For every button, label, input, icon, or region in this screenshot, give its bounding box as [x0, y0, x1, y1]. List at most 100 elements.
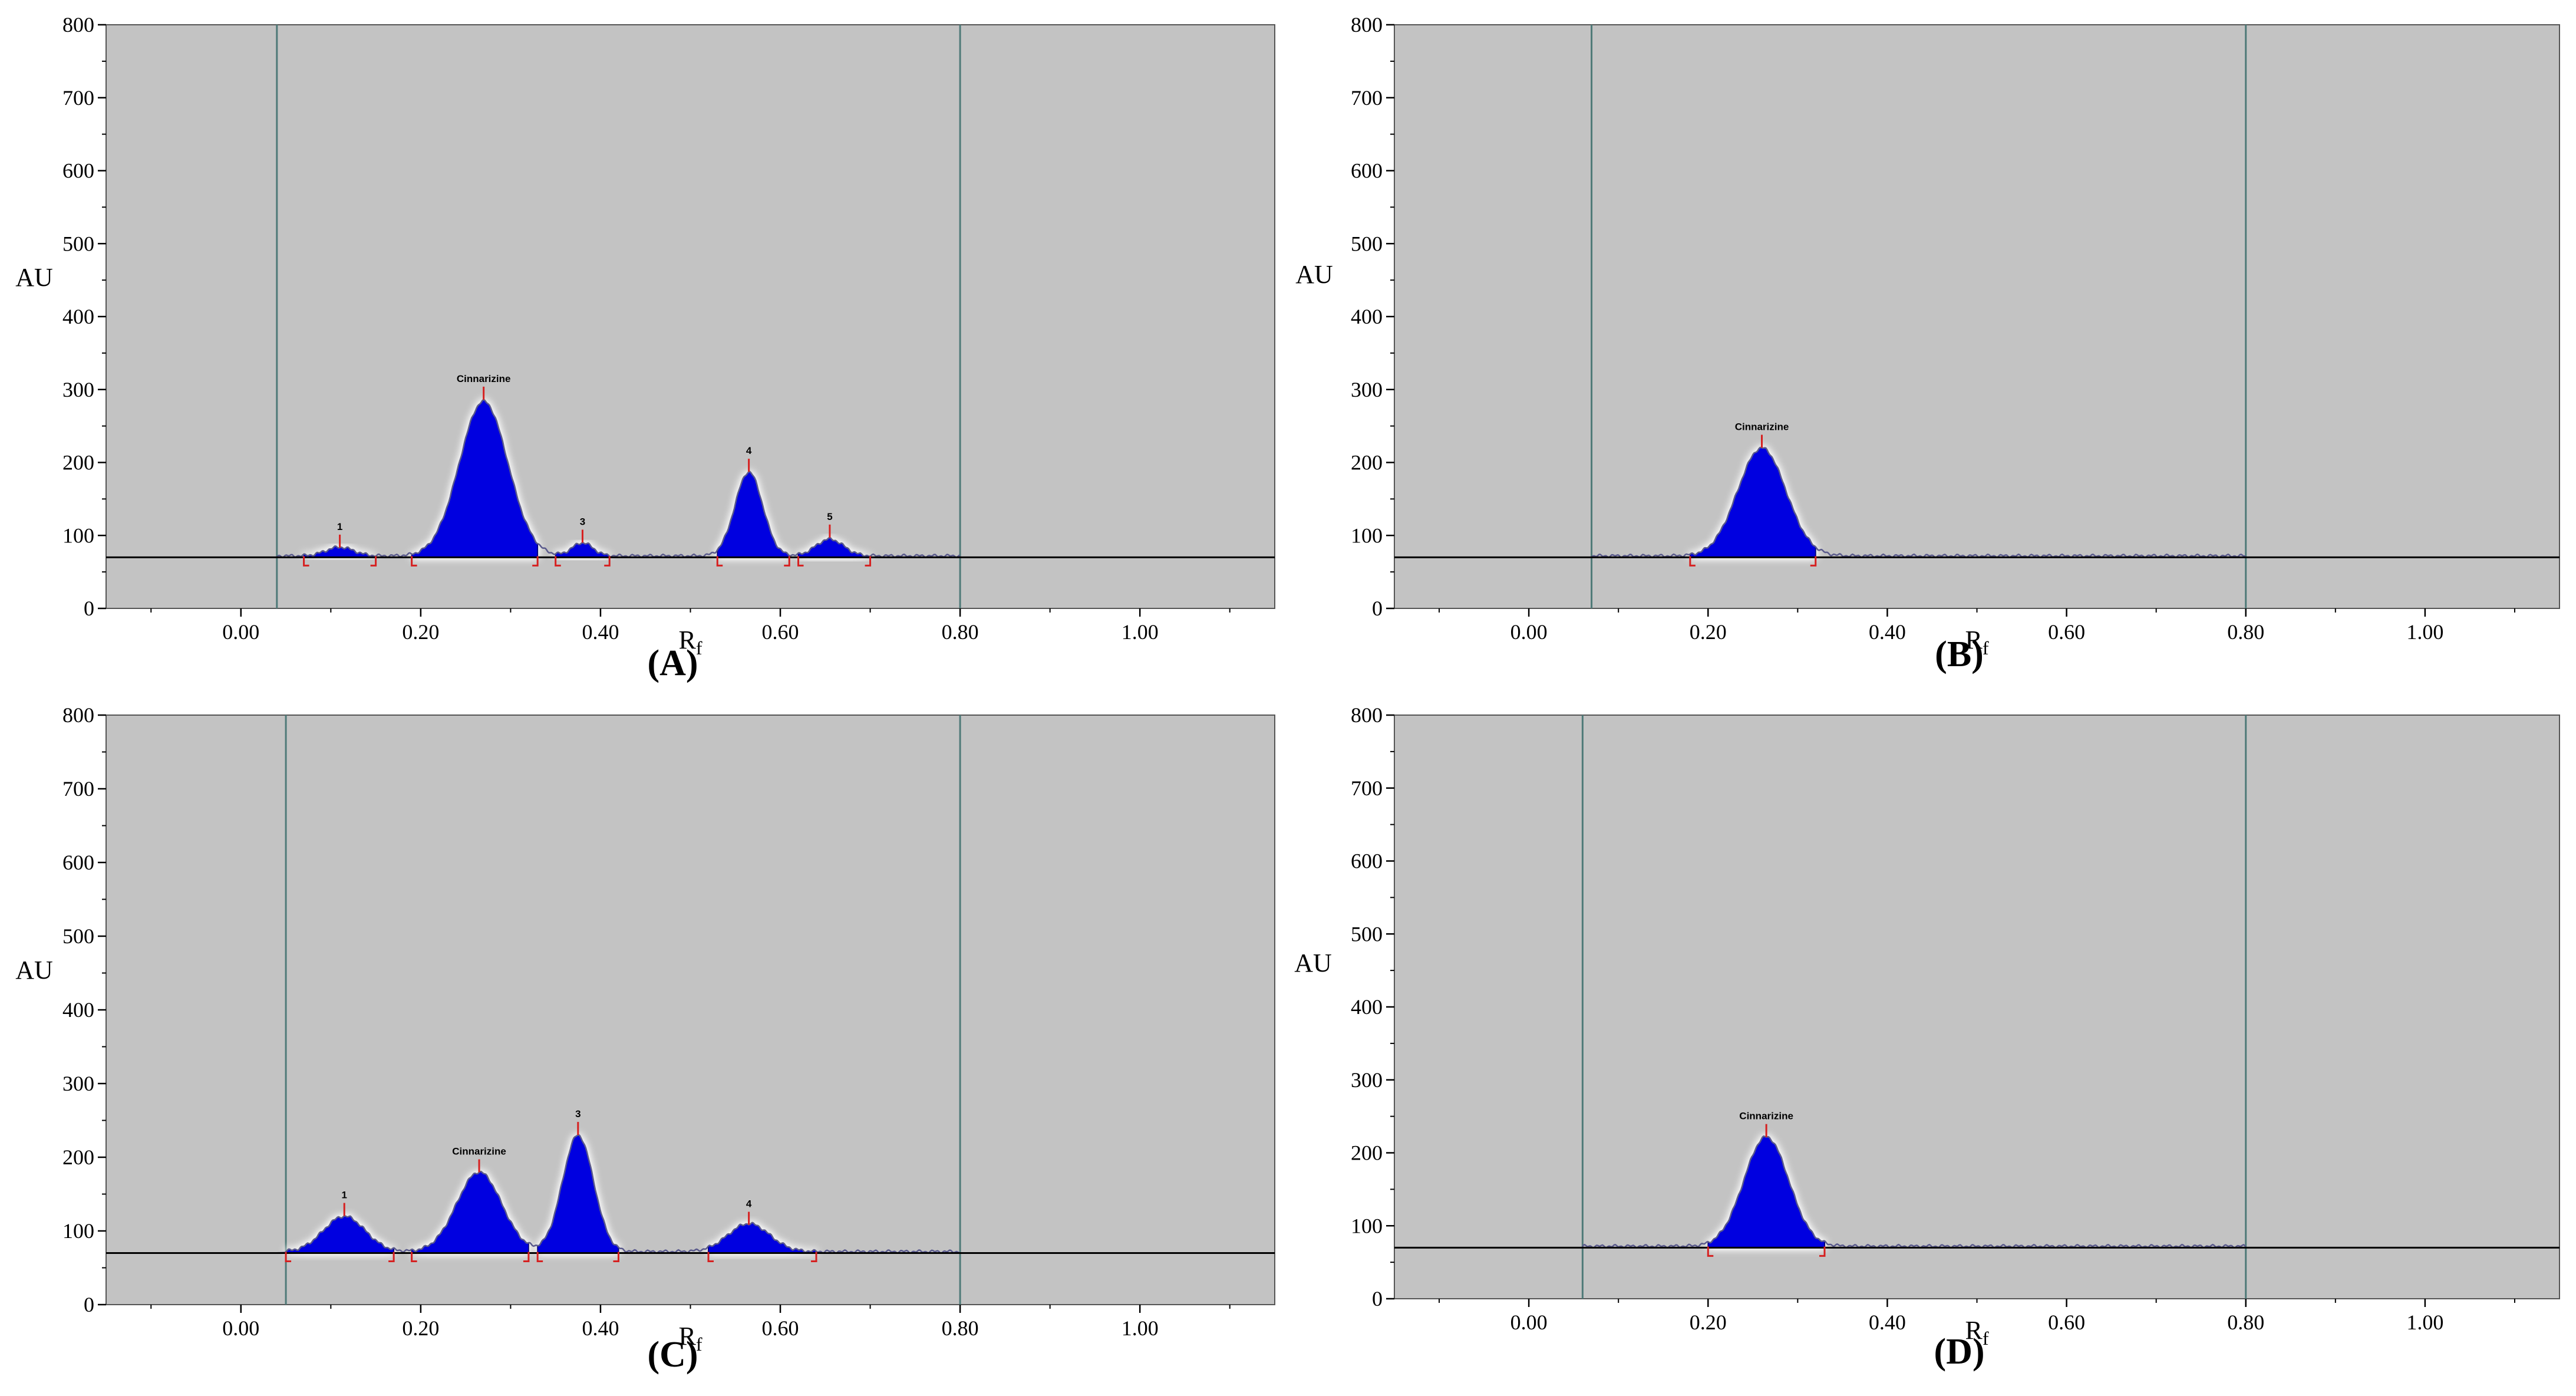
peak-label-4: 4	[746, 1199, 752, 1210]
plot-area	[105, 24, 1275, 609]
integration-bracket	[411, 1252, 417, 1262]
x-tick-label: 0.20	[402, 1316, 439, 1340]
y-tick-label: 400	[62, 998, 94, 1022]
integration-bracket	[865, 556, 872, 567]
y-tick-label: 400	[1351, 305, 1383, 328]
chromatogram-panel-b: Cinnarizine 0 100 200 300 400 500 600 700 800 0.00…	[1295, 13, 2560, 674]
integration-bracket	[303, 556, 309, 567]
chromatogram-panel-c: 1 Cinnarizine 3 4 0 100 200 300 400 500 600 700 800 0…	[15, 703, 1275, 1375]
y-tick-label: 200	[1351, 451, 1383, 475]
y-tick-label: 100	[62, 1219, 94, 1243]
chromatogram-panel-d: Cinnarizine 0 100 200 300 400 500 600 700 800 0.00…	[1294, 703, 2560, 1372]
y-tick-label: 700	[62, 86, 94, 110]
x-axis-label: Rf	[1965, 1316, 1988, 1349]
x-tick-label: 0.20	[1690, 620, 1727, 644]
x-tick-label: 0.60	[762, 620, 799, 644]
y-tick-label: 700	[62, 777, 94, 801]
panel-label: (D)	[1934, 1332, 1984, 1372]
y-tick-label: 0	[84, 1293, 94, 1316]
peak-label-3: 3	[575, 1108, 580, 1120]
y-tick-label: 300	[62, 1072, 94, 1095]
y-tick-label: 300	[1351, 378, 1383, 401]
y-tick-label: 700	[1351, 86, 1383, 110]
x-tick-label: 0.00	[222, 620, 259, 644]
y-tick-label: 800	[1351, 13, 1383, 37]
integration-bracket	[707, 1252, 714, 1262]
peak-label-1: Cinnarizine	[1735, 421, 1789, 432]
peak-label-1: Cinnarizine	[1739, 1111, 1793, 1122]
x-tick-label: 1.00	[1122, 1316, 1159, 1340]
y-tick-label: 800	[62, 13, 94, 37]
integration-bracket	[388, 1252, 395, 1262]
y-tick-label: 0	[84, 597, 94, 620]
x-tick-label: 0.20	[1690, 1311, 1727, 1334]
plot-area	[105, 715, 1275, 1305]
y-tick-label: 300	[1351, 1068, 1383, 1092]
y-tick-label: 600	[62, 159, 94, 183]
y-tick-label: 100	[1351, 524, 1383, 547]
y-tick-label: 300	[62, 378, 94, 401]
y-tick-label: 600	[62, 851, 94, 874]
y-tick-label: 200	[1351, 1141, 1383, 1165]
y-tick-label: 500	[62, 232, 94, 255]
x-tick-label: 1.00	[2406, 1311, 2443, 1334]
x-tick-label: 0.00	[1510, 620, 1548, 644]
integration-bracket	[604, 556, 611, 567]
peak-label-2: Cinnarizine	[457, 373, 511, 384]
chromatogram-panel-a: 1 Cinnarizine 3 4 5 0 100 200 300 400 500 600 700 800…	[15, 13, 1275, 683]
panel-label: (A)	[647, 643, 698, 683]
y-tick-label: 400	[1351, 995, 1383, 1019]
peak-label-5: 5	[827, 511, 832, 522]
peak-label-2: Cinnarizine	[452, 1146, 506, 1157]
integration-bracket	[523, 1252, 530, 1262]
x-tick-label: 0.40	[1869, 620, 1906, 644]
x-tick-label: 0.80	[942, 1316, 979, 1340]
y-tick-label: 800	[62, 703, 94, 727]
integration-bracket	[555, 556, 561, 567]
y-tick-label: 200	[62, 451, 94, 475]
x-tick-label: 1.00	[1122, 620, 1159, 644]
x-tick-label: 0.60	[2048, 1311, 2085, 1334]
y-axis-label: AU	[1295, 260, 1333, 289]
y-axis-label: AU	[15, 956, 53, 985]
x-tick-label: 0.40	[1869, 1311, 1906, 1334]
y-tick-label: 100	[1351, 1214, 1383, 1237]
y-tick-label: 600	[1351, 159, 1383, 183]
y-axis-label: AU	[1294, 949, 1332, 977]
integration-bracket	[797, 556, 804, 567]
x-tick-label: 0.80	[2227, 1311, 2264, 1334]
integration-bracket	[716, 556, 723, 567]
integration-bracket	[613, 1252, 619, 1262]
y-tick-label: 0	[1372, 1287, 1383, 1311]
x-axis-label: Rf	[678, 625, 702, 659]
integration-bracket	[1689, 556, 1696, 567]
plot-area	[1394, 24, 2560, 609]
x-tick-label: 0.00	[222, 1316, 259, 1340]
peak-label-4: 4	[746, 445, 752, 456]
integration-bracket	[811, 1252, 817, 1262]
peak-label-1: 1	[341, 1190, 347, 1201]
integration-bracket	[411, 556, 417, 567]
y-tick-label: 100	[62, 524, 94, 547]
x-tick-label: 0.40	[582, 620, 619, 644]
peak-label-1: 1	[337, 521, 342, 532]
y-tick-label: 700	[1351, 776, 1383, 800]
y-tick-label: 600	[1351, 850, 1383, 873]
integration-bracket	[784, 556, 790, 567]
x-tick-label: 0.20	[402, 620, 439, 644]
y-tick-label: 400	[62, 305, 94, 328]
x-tick-label: 0.60	[762, 1316, 799, 1340]
y-tick-label: 0	[1372, 597, 1383, 620]
x-tick-label: 0.80	[2227, 620, 2264, 644]
x-tick-label: 0.00	[1510, 1311, 1548, 1334]
y-tick-label: 800	[1351, 703, 1383, 727]
integration-bracket	[1819, 1246, 1826, 1257]
x-tick-label: 0.40	[582, 1316, 619, 1340]
integration-bracket	[536, 1252, 543, 1262]
y-tick-label: 500	[1351, 232, 1383, 255]
peak-label-3: 3	[580, 516, 585, 527]
panel-label: (C)	[647, 1335, 698, 1375]
y-tick-label: 500	[62, 924, 94, 948]
